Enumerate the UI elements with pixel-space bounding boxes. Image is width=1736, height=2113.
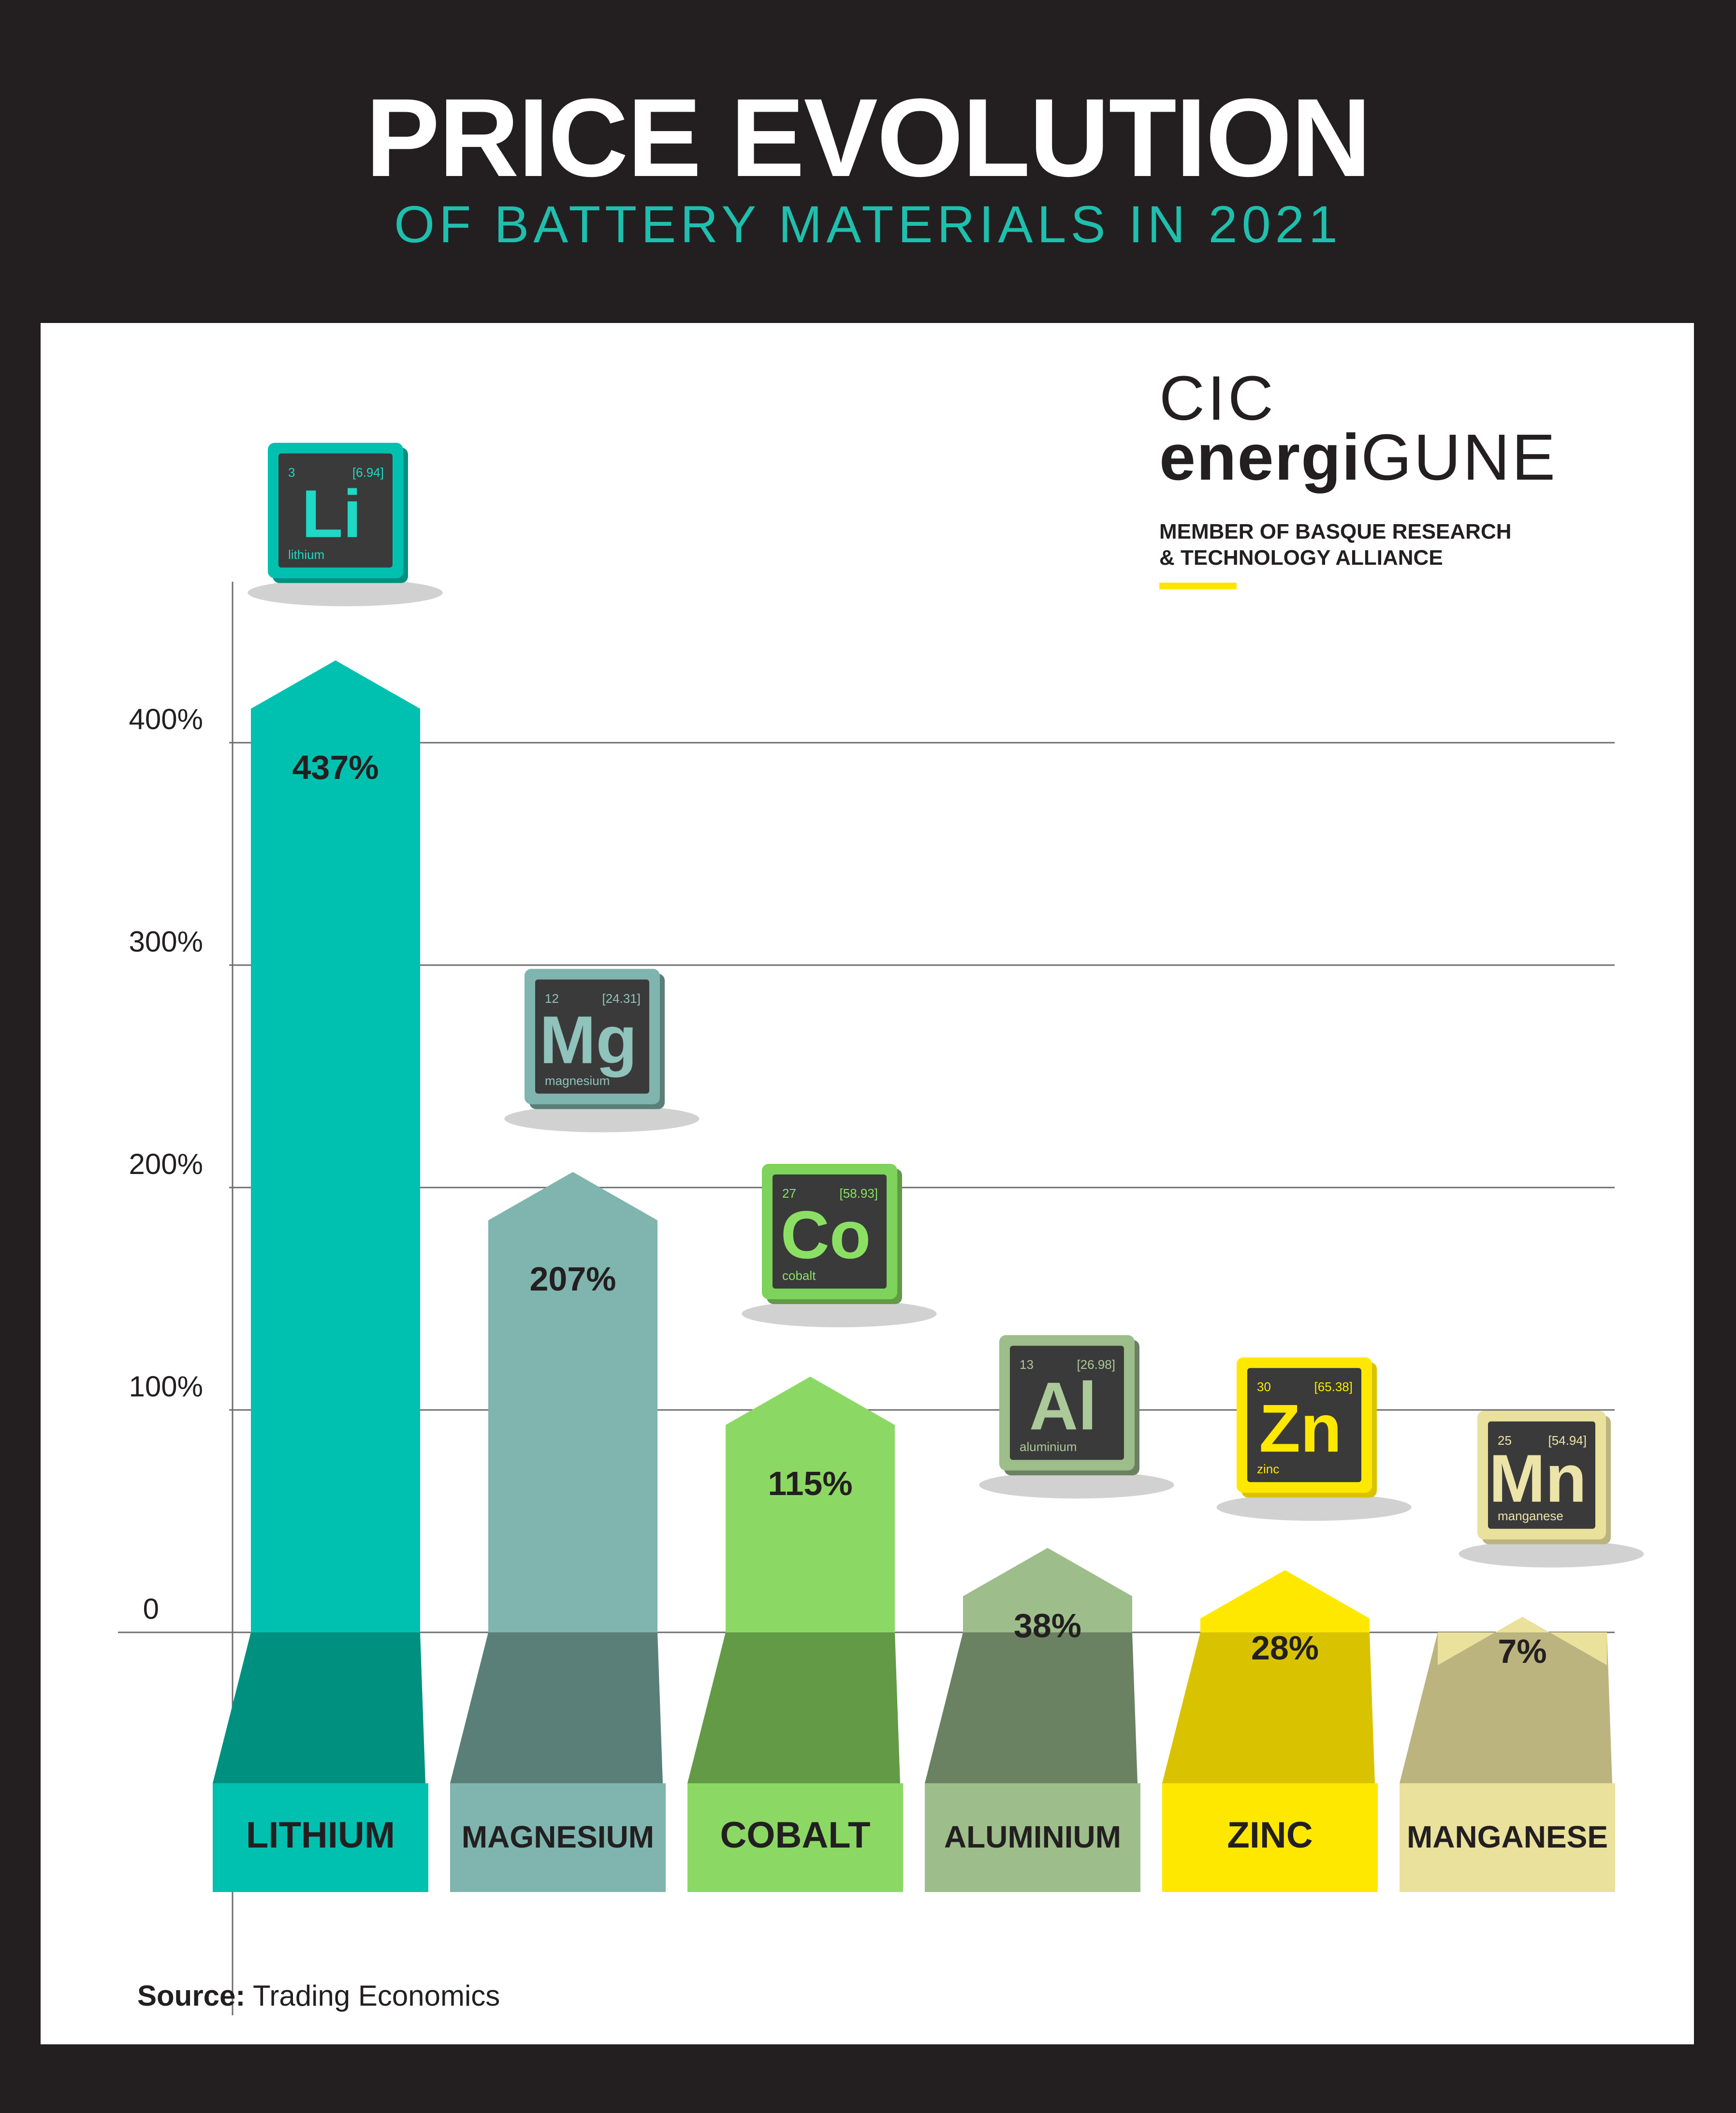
category-label: ZINC	[1227, 1815, 1313, 1856]
source-label: Source:	[137, 1980, 246, 2012]
element-name: aluminium	[1020, 1439, 1077, 1454]
value-label: 437%	[292, 748, 379, 786]
bar-zinc	[1200, 1570, 1370, 1632]
bar-chart: 0 100% 200% 300% 400% LITHIUM 437% 3 [6.94]Lilit…	[118, 442, 1644, 2015]
element-mass: [26.98]	[1077, 1357, 1115, 1372]
bar-group-magnesium: MAGNESIUM 207%	[450, 1172, 666, 1892]
element-number: 30	[1257, 1379, 1271, 1394]
element-symbol: Al	[1029, 1368, 1097, 1444]
value-label: 207%	[529, 1260, 616, 1298]
y-tick-label: 400%	[129, 703, 203, 735]
bar-base-cobalt	[687, 1632, 900, 1783]
category-box-magnesium	[450, 1783, 666, 1892]
brand-member-text: MEMBER OF BASQUE RESEARCH & TECHNOLOGY A…	[1159, 519, 1512, 571]
category-label: MAGNESIUM	[462, 1820, 654, 1854]
element-number: 13	[1020, 1357, 1034, 1372]
bar-group-aluminium: ALUMINIUM 38%	[925, 1548, 1140, 1892]
element-symbol: Li	[302, 476, 362, 552]
bar-base-manganese	[1400, 1632, 1612, 1783]
chart-panel: 0 100% 200% 300% 400% LITHIUM 437% 3 [6.94] Li lit…	[41, 323, 1694, 2044]
element-name: lithium	[288, 547, 324, 562]
category-box-manganese	[1400, 1783, 1615, 1892]
bar-group-zinc: ZINC 28%	[1162, 1570, 1378, 1892]
tile-inner	[1488, 1421, 1595, 1529]
category-box-aluminium	[925, 1783, 1140, 1892]
element-symbol: Mn	[1489, 1440, 1587, 1516]
brand-energi: energi	[1159, 421, 1361, 494]
bar-lithium	[251, 660, 420, 1632]
bar-base-lithium	[213, 1632, 425, 1783]
tile-inner	[773, 1174, 887, 1289]
value-label: 7%	[1498, 1632, 1546, 1670]
element-name: zinc	[1257, 1462, 1279, 1476]
bar-manganese	[1438, 1616, 1607, 1665]
element-name: magnesium	[545, 1073, 610, 1088]
bar-base-zinc	[1162, 1632, 1375, 1783]
element-mass: [6.94]	[352, 465, 384, 480]
element-symbol: Zn	[1259, 1390, 1342, 1466]
tile-inner	[1247, 1368, 1361, 1482]
tile-shadow	[1216, 1494, 1412, 1521]
bar-magnesium	[488, 1172, 657, 1632]
category-box-lithium	[213, 1783, 428, 1892]
page-subtitle: OF BATTERY MATERIALS IN 2021	[394, 195, 1342, 253]
tile-shadow	[979, 1471, 1174, 1499]
category-label: ALUMINIUM	[944, 1820, 1121, 1854]
brand-energigune: energiGUNE	[1159, 425, 1557, 490]
y-tick-label: 200%	[129, 1148, 203, 1180]
category-label: LITHIUM	[246, 1815, 395, 1856]
source-note: Source: Trading Economics	[137, 1979, 500, 2012]
bar-aluminium	[963, 1548, 1132, 1632]
brand-member-line2: & TECHNOLOGY ALLIANCE	[1159, 546, 1443, 570]
tile-shadow	[248, 579, 443, 606]
element-mass: [58.93]	[839, 1186, 878, 1201]
bar-base-magnesium	[450, 1632, 663, 1783]
element-number: 25	[1498, 1433, 1512, 1448]
element-number: 12	[545, 991, 559, 1006]
tile-inner	[1010, 1346, 1124, 1460]
element-number: 3	[288, 465, 295, 480]
element-mass: [24.31]	[602, 991, 641, 1006]
tile-shadow	[504, 1105, 700, 1132]
y-tick-label: 100%	[129, 1370, 203, 1403]
category-label: MANGANESE	[1407, 1820, 1608, 1854]
element-symbol: Co	[781, 1197, 871, 1273]
bar-cobalt	[726, 1377, 895, 1632]
element-number: 27	[782, 1186, 796, 1201]
y-tick-label: 0	[143, 1593, 159, 1625]
brand-cic: CIC	[1159, 363, 1276, 433]
bar-group-lithium: LITHIUM 437%	[213, 660, 428, 1892]
source-text: Trading Economics	[252, 1980, 500, 2012]
value-label: 115%	[768, 1465, 852, 1502]
element-name: manganese	[1498, 1509, 1563, 1523]
element-name: cobalt	[782, 1268, 816, 1283]
bar-group-manganese: MANGANESE 7%	[1400, 1616, 1615, 1892]
category-box-cobalt	[687, 1783, 903, 1892]
brand-member-line1: MEMBER OF BASQUE RESEARCH	[1159, 520, 1512, 543]
category-box-zinc	[1162, 1783, 1378, 1892]
element-symbol: Mg	[540, 1002, 637, 1078]
brand-gune: GUNE	[1361, 421, 1558, 494]
page-title: PRICE EVOLUTION	[365, 75, 1371, 200]
tile-inner	[535, 979, 649, 1094]
tile-shadow	[1459, 1540, 1644, 1568]
value-label: 28%	[1251, 1629, 1319, 1667]
bar-base-aluminium	[925, 1632, 1138, 1783]
element-mass: [65.38]	[1314, 1379, 1353, 1394]
element-mass: [54.94]	[1548, 1433, 1587, 1448]
category-label: COBALT	[720, 1815, 871, 1856]
brand-accent-bar	[1159, 583, 1237, 589]
y-tick-label: 300%	[129, 925, 203, 958]
tile-shadow	[742, 1300, 937, 1327]
tile-inner	[278, 453, 393, 568]
value-label: 38%	[1014, 1607, 1081, 1644]
bar-group-cobalt: COBALT 115%	[687, 1377, 903, 1892]
